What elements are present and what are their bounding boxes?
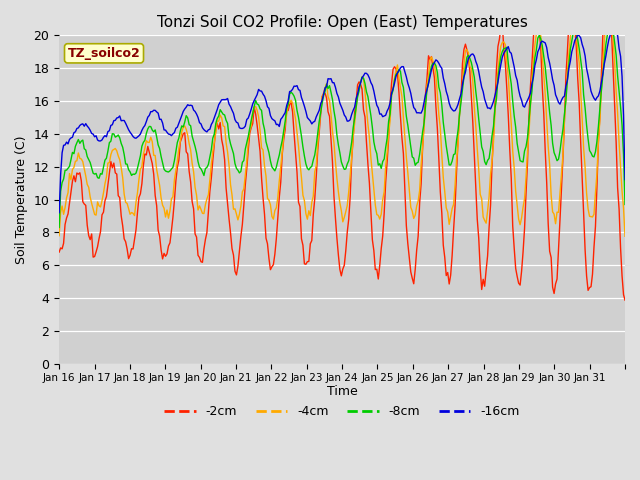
-16cm (55, 210, 63, 216)
-2cm (346, 193, 354, 199)
-16cm (618, 73, 626, 79)
-4cm (618, 188, 626, 194)
-8cm (55, 225, 63, 230)
-2cm (543, 180, 550, 185)
-16cm (92, 133, 100, 139)
-8cm (346, 149, 354, 155)
-4cm (346, 172, 354, 178)
-4cm (74, 150, 82, 156)
-16cm (74, 125, 82, 131)
-4cm (459, 82, 467, 88)
-2cm (618, 273, 626, 279)
-2cm (92, 249, 100, 255)
-16cm (609, 26, 617, 32)
-8cm (618, 122, 626, 128)
-8cm (621, 202, 629, 207)
-4cm (55, 233, 63, 239)
Line: -4cm: -4cm (59, 4, 625, 236)
Legend: -2cm, -4cm, -8cm, -16cm: -2cm, -4cm, -8cm, -16cm (159, 400, 525, 423)
-8cm (74, 137, 82, 143)
-8cm (459, 87, 467, 93)
-16cm (459, 81, 467, 87)
-4cm (605, 1, 612, 7)
-16cm (346, 117, 354, 122)
-2cm (459, 61, 467, 67)
-4cm (92, 212, 100, 218)
-8cm (543, 79, 550, 85)
Line: -2cm: -2cm (59, 0, 625, 300)
Text: TZ_soilco2: TZ_soilco2 (68, 47, 140, 60)
-2cm (74, 171, 82, 177)
-16cm (543, 45, 550, 50)
Line: -8cm: -8cm (59, 24, 625, 228)
-8cm (92, 170, 100, 176)
-2cm (55, 249, 63, 255)
Y-axis label: Soil Temperature (C): Soil Temperature (C) (15, 135, 28, 264)
-8cm (606, 21, 614, 27)
-2cm (621, 297, 629, 303)
Title: Tonzi Soil CO2 Profile: Open (East) Temperatures: Tonzi Soil CO2 Profile: Open (East) Temp… (157, 15, 527, 30)
Line: -16cm: -16cm (59, 29, 625, 213)
-16cm (621, 177, 629, 182)
X-axis label: Time: Time (326, 385, 358, 398)
-4cm (543, 118, 550, 123)
-4cm (621, 233, 629, 239)
